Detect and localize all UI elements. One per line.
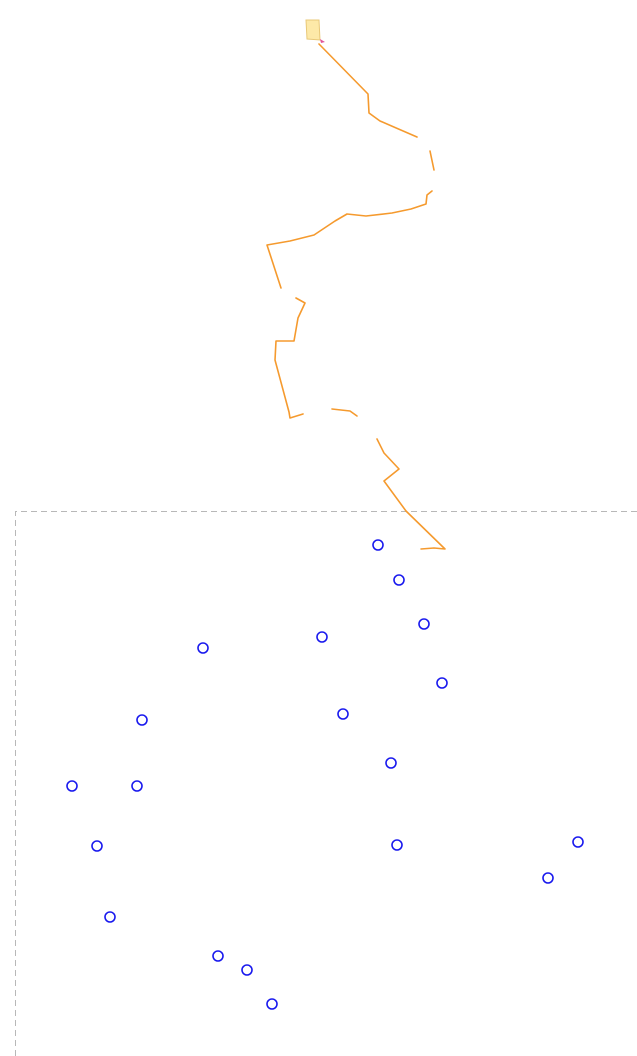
target-ring-10 [66,780,78,792]
target-ring-16 [104,911,116,923]
target-ring-1 [372,539,384,551]
target-ring-11 [131,780,143,792]
trail-segment-2 [429,150,435,171]
target-ring-15 [542,872,554,884]
target-ring-9 [385,757,397,769]
start-marker [305,19,325,43]
target-ring-7 [337,708,349,720]
target-ring-6 [436,677,448,689]
start-square [305,19,321,41]
region-border [15,511,637,1056]
trail-segment-6 [376,438,446,550]
target-ring-17 [212,950,224,962]
target-ring-12 [572,836,584,848]
trail-segment-5 [331,408,358,417]
target-ring-14 [391,839,403,851]
trail [266,43,446,550]
trail-segment-4 [274,297,306,419]
target-ring-18 [241,964,253,976]
target-ring-2 [393,574,405,586]
target-ring-5 [197,642,209,654]
target-ring-8 [136,714,148,726]
target-ring-4 [316,631,328,643]
trail-segment-3 [266,190,433,289]
target-ring-13 [91,840,103,852]
target-ring-3 [418,618,430,630]
trail-segment-1 [318,43,418,138]
start-pointer [320,39,325,43]
targets [66,539,584,1010]
target-ring-19 [266,998,278,1010]
